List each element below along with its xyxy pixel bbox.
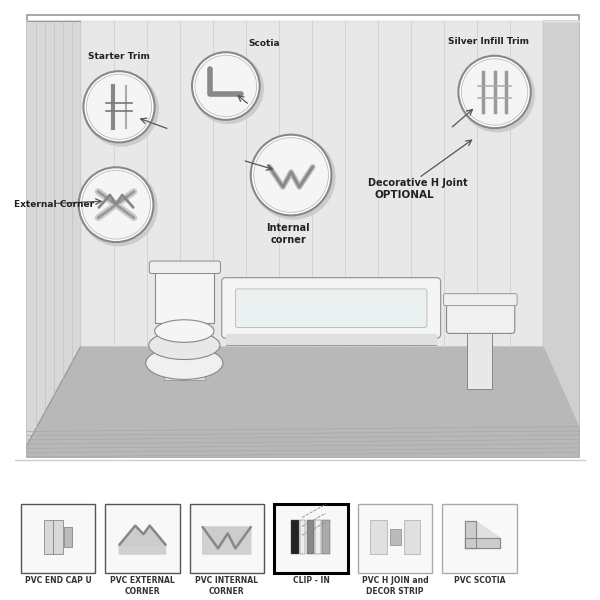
Text: Internal
corner: Internal corner: [266, 223, 310, 245]
Polygon shape: [465, 521, 476, 548]
Polygon shape: [27, 21, 80, 445]
FancyBboxPatch shape: [149, 261, 220, 274]
Text: PVC SCOTIA: PVC SCOTIA: [454, 576, 505, 585]
Circle shape: [254, 137, 328, 212]
Text: PVC END CAP U: PVC END CAP U: [25, 576, 92, 585]
Bar: [80, 21, 543, 347]
Bar: [190, 504, 264, 572]
Circle shape: [461, 59, 528, 125]
Text: Silver Infill Trim: Silver Infill Trim: [448, 37, 529, 46]
Text: PVC EXTERNAL
CORNER: PVC EXTERNAL CORNER: [110, 576, 175, 596]
Bar: [274, 504, 348, 572]
Bar: [291, 520, 299, 554]
Bar: [358, 504, 433, 572]
Bar: [322, 520, 329, 554]
Bar: [300, 520, 305, 554]
Polygon shape: [543, 21, 579, 427]
Polygon shape: [119, 526, 166, 554]
Polygon shape: [476, 521, 500, 538]
Polygon shape: [119, 526, 166, 545]
Text: Decorative H Joint: Decorative H Joint: [368, 178, 468, 188]
Bar: [53, 520, 63, 554]
Circle shape: [86, 74, 152, 139]
Bar: [155, 270, 214, 323]
FancyBboxPatch shape: [446, 296, 515, 334]
Polygon shape: [465, 538, 500, 548]
Bar: [404, 520, 420, 554]
Ellipse shape: [155, 320, 214, 343]
Text: Starter Trim: Starter Trim: [88, 52, 150, 61]
Circle shape: [251, 134, 331, 215]
Ellipse shape: [146, 347, 223, 379]
Circle shape: [85, 73, 158, 146]
Circle shape: [252, 136, 335, 219]
Circle shape: [460, 57, 535, 132]
Circle shape: [79, 167, 154, 242]
Polygon shape: [27, 347, 579, 457]
Bar: [164, 356, 205, 380]
Bar: [370, 520, 387, 554]
Text: PVC H JOIN and
DECOR STRIP: PVC H JOIN and DECOR STRIP: [362, 576, 428, 596]
Text: PVC INTERNAL
CORNER: PVC INTERNAL CORNER: [195, 576, 258, 596]
Bar: [442, 504, 517, 572]
Text: Scotia: Scotia: [248, 39, 280, 48]
Circle shape: [195, 55, 257, 117]
Circle shape: [192, 52, 260, 120]
FancyBboxPatch shape: [235, 289, 427, 328]
Circle shape: [458, 56, 531, 128]
Circle shape: [82, 170, 151, 239]
FancyBboxPatch shape: [221, 278, 440, 338]
Text: OPTIONAL: OPTIONAL: [374, 190, 434, 200]
Ellipse shape: [149, 331, 220, 359]
Polygon shape: [203, 527, 251, 554]
Text: CLIP - IN: CLIP - IN: [293, 576, 329, 585]
FancyBboxPatch shape: [443, 293, 517, 305]
Circle shape: [83, 71, 155, 142]
Polygon shape: [203, 527, 251, 548]
Bar: [467, 326, 492, 389]
Bar: [44, 520, 53, 554]
Bar: [316, 520, 321, 554]
Bar: [106, 504, 179, 572]
Bar: [64, 527, 73, 547]
Circle shape: [80, 169, 157, 245]
Bar: [21, 504, 95, 572]
Bar: [307, 520, 314, 554]
Circle shape: [193, 53, 263, 124]
Bar: [27, 15, 579, 457]
Text: External Corner: External Corner: [14, 200, 94, 209]
Polygon shape: [226, 334, 436, 345]
Bar: [390, 529, 401, 545]
